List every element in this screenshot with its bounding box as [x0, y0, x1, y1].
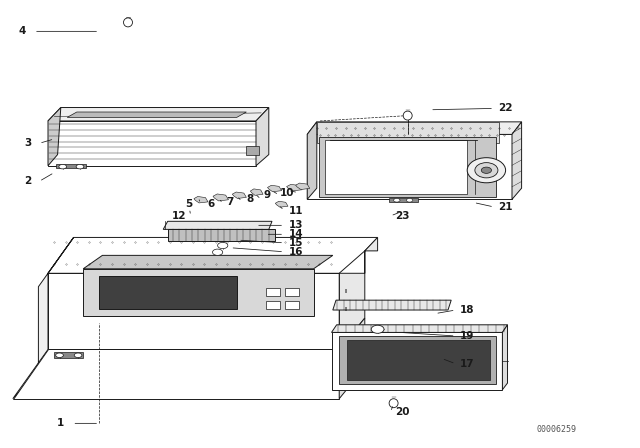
Text: 00006259: 00006259 — [537, 425, 577, 434]
Polygon shape — [83, 269, 314, 316]
Text: 14: 14 — [289, 229, 303, 239]
Text: II: II — [344, 306, 348, 312]
Ellipse shape — [56, 353, 63, 358]
Ellipse shape — [59, 164, 67, 169]
Text: 7: 7 — [227, 197, 234, 207]
Polygon shape — [48, 108, 269, 121]
Ellipse shape — [467, 158, 506, 183]
Ellipse shape — [218, 242, 228, 249]
Polygon shape — [163, 221, 272, 229]
Text: 22: 22 — [499, 103, 513, 113]
Polygon shape — [99, 276, 237, 309]
Ellipse shape — [76, 164, 84, 169]
Polygon shape — [48, 273, 339, 349]
Polygon shape — [268, 185, 282, 192]
Text: 10: 10 — [280, 188, 294, 198]
Ellipse shape — [389, 399, 398, 408]
Polygon shape — [339, 318, 365, 399]
Polygon shape — [67, 112, 246, 117]
Polygon shape — [317, 122, 499, 143]
Polygon shape — [48, 121, 256, 166]
Ellipse shape — [406, 198, 413, 202]
Polygon shape — [48, 108, 61, 166]
Polygon shape — [332, 325, 508, 332]
Polygon shape — [256, 108, 269, 166]
Polygon shape — [325, 140, 467, 194]
Text: 15: 15 — [289, 238, 303, 248]
Text: 23: 23 — [395, 211, 409, 221]
Text: 8: 8 — [246, 194, 253, 204]
Text: 20: 20 — [395, 407, 409, 417]
Ellipse shape — [475, 163, 498, 178]
Polygon shape — [48, 237, 378, 273]
Ellipse shape — [212, 249, 223, 255]
Bar — [266, 288, 280, 296]
Text: 12: 12 — [172, 211, 186, 221]
Ellipse shape — [74, 353, 82, 358]
Polygon shape — [250, 189, 263, 195]
Polygon shape — [332, 332, 502, 390]
Polygon shape — [512, 122, 522, 199]
Text: II: II — [344, 289, 348, 294]
Ellipse shape — [394, 198, 400, 202]
Polygon shape — [232, 192, 246, 198]
Polygon shape — [56, 164, 86, 168]
Polygon shape — [339, 237, 378, 349]
Text: 16: 16 — [289, 247, 303, 257]
Polygon shape — [307, 122, 317, 199]
Text: 4: 4 — [19, 26, 26, 36]
Polygon shape — [319, 137, 496, 197]
Polygon shape — [54, 352, 83, 358]
Text: 13: 13 — [289, 220, 303, 230]
Polygon shape — [347, 340, 490, 380]
Polygon shape — [168, 229, 275, 241]
Bar — [266, 301, 280, 309]
Polygon shape — [307, 134, 512, 199]
Polygon shape — [333, 300, 451, 310]
Polygon shape — [13, 237, 74, 399]
Text: 19: 19 — [460, 331, 474, 341]
Ellipse shape — [371, 325, 384, 333]
Polygon shape — [275, 201, 288, 207]
Text: 3: 3 — [24, 138, 31, 148]
Text: 11: 11 — [289, 206, 303, 215]
Text: 6: 6 — [207, 199, 215, 209]
Polygon shape — [194, 197, 208, 203]
Polygon shape — [339, 336, 496, 384]
Polygon shape — [296, 183, 310, 190]
Polygon shape — [502, 325, 508, 390]
Polygon shape — [389, 198, 418, 202]
Polygon shape — [83, 255, 333, 269]
Polygon shape — [287, 185, 302, 191]
Polygon shape — [246, 146, 259, 155]
Text: 21: 21 — [499, 202, 513, 212]
Ellipse shape — [403, 111, 412, 120]
Text: 5: 5 — [185, 199, 193, 209]
Polygon shape — [13, 349, 339, 399]
Text: 17: 17 — [460, 359, 474, 369]
Text: 18: 18 — [460, 305, 474, 315]
Ellipse shape — [481, 167, 492, 173]
Polygon shape — [213, 194, 228, 201]
Polygon shape — [307, 122, 522, 134]
Text: 1: 1 — [57, 418, 65, 428]
Bar — [285, 288, 299, 296]
Bar — [285, 301, 299, 309]
Ellipse shape — [124, 18, 132, 27]
Text: 2: 2 — [24, 177, 31, 186]
Text: 9: 9 — [264, 190, 271, 200]
